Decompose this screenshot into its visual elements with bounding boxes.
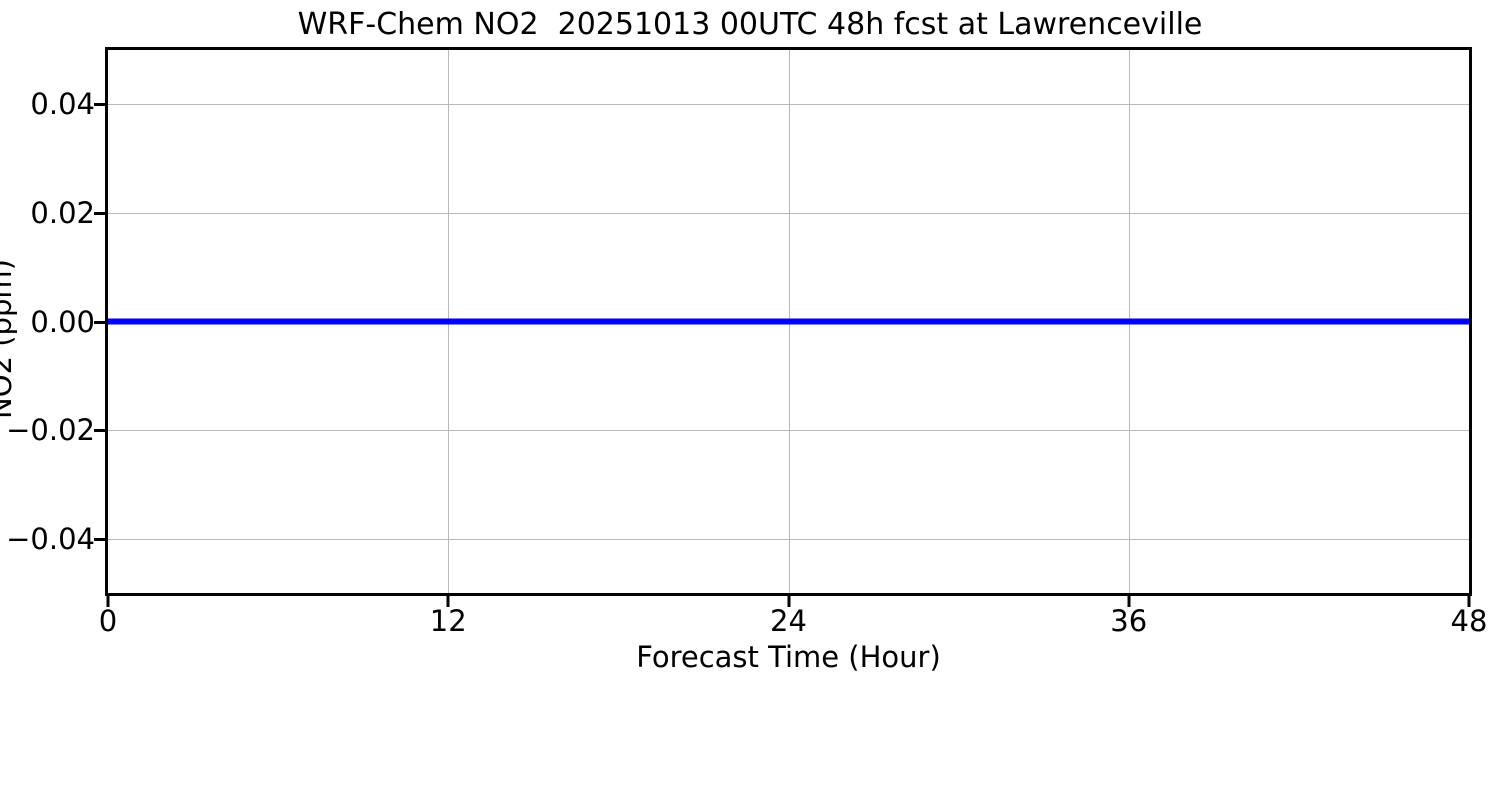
x-axis-tick-mark — [446, 596, 450, 607]
x-axis-tick-mark — [1467, 596, 1471, 607]
x-axis-tick-label: 12 — [429, 604, 467, 638]
chart-title: WRF-Chem NO2 20251013 00UTC 48h fcst at … — [297, 7, 1203, 42]
x-axis-tick-mark — [106, 596, 110, 607]
x-axis-tick-label: 48 — [1450, 604, 1488, 638]
y-axis-tick-mark — [94, 320, 105, 324]
x-axis-tick-mark — [787, 596, 790, 607]
y-axis-tick-label: −0.04 — [6, 521, 95, 556]
y-axis-tick-mark — [94, 537, 105, 541]
x-axis-tick-labels: 0 12 24 36 48 — [0, 604, 1500, 650]
x-axis-tick-label: 0 — [98, 604, 118, 638]
y-axis-tick-mark — [94, 429, 105, 433]
y-axis-label-wrap: NO2 (ppm) — [0, 259, 262, 419]
x-axis-tick-label: 24 — [770, 604, 807, 638]
y-axis-tick-mark — [94, 211, 105, 215]
y-axis-tick-label: 0.00 — [30, 304, 95, 339]
y-axis-tick-mark — [94, 103, 105, 107]
y-axis-label: NO2 (ppm) — [0, 259, 18, 419]
y-axis-tick-labels: 0.04 0.02 0.00 −0.02 −0.04 — [0, 0, 95, 800]
y-axis-tick-label: 0.04 — [30, 87, 95, 122]
x-axis-tick-mark — [1127, 596, 1131, 607]
data-series-layer — [108, 50, 1469, 593]
plot-area — [105, 47, 1472, 596]
y-axis-tick-label: −0.02 — [6, 413, 95, 448]
y-axis-tick-label: 0.02 — [30, 195, 95, 230]
x-axis-label: Forecast Time (Hour) — [636, 640, 941, 674]
x-axis-tick-label: 36 — [1110, 604, 1148, 638]
